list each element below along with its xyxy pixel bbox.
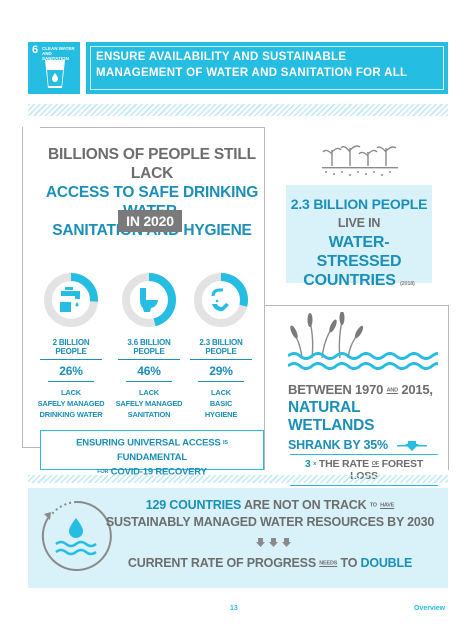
progress-needs-double: CURRENT RATE OF PROGRESS NEEDS TO DOUBLE [127,556,413,570]
handwash-icon [211,288,229,312]
hatch-divider [28,475,448,483]
left-panel-side-line [22,127,23,447]
right-divider-line [264,305,448,306]
water-glass-icon [45,60,65,88]
sdg-number: 6 [32,44,39,56]
header-banner: ENSURE AVAILABILITY AND SUSTAINABLE MANA… [86,42,448,94]
left-connector-line [22,447,40,448]
stat-drinking-water: 2 BILLION PEOPLE 26% LACK SAFELY MANAGED D… [37,338,105,419]
down-arrows-icon [256,538,291,547]
wetland-reeds-icon [288,312,438,370]
covid-access-box: ENSURING UNIVERSAL ACCESS IS FUNDAMENTAL… [40,430,264,477]
stat-hygiene: 2.3 BILLION PEOPLE 29% LACK BASIC HYGIENE [180,338,262,420]
sdg-short-title: CLEAN WATER AND SANITATION [42,46,75,61]
seedlings-icon [322,145,398,176]
hatch-divider [28,104,448,116]
left-panel-title: BILLIONS OF PEOPLE STILL LACK ACCESS TO … [45,146,259,239]
wetlands-text: BETWEEN 1970 AND 2015, NATURAL WETLANDS … [288,382,433,452]
water-stress-box: 2.3 BILLION PEOPLE LIVE IN WATER-STRESSE… [286,185,432,289]
donut-chart [44,273,98,327]
left-panel-top-line [40,127,264,128]
donut-chart [194,273,248,327]
sdg6-badge: 6 CLEAN WATER AND SANITATION [28,42,80,94]
right-side-line [448,305,449,470]
bottom-band [28,488,448,588]
divider-line [264,127,265,470]
countries-not-on-track: 129 COUNTRIES ARE NOT ON TRACK TO HAVE S… [105,498,435,529]
down-arrow-icon [397,440,428,451]
year-badge: IN 2020 [118,210,182,232]
tap-icon [60,287,80,312]
water-cycle-icon [41,500,112,571]
stat-sanitation: 3.6 BILLION PEOPLE 46% LACK SAFELY MANAGE… [115,338,183,419]
page-number: 13 [230,605,238,612]
page-title: ENSURE AVAILABILITY AND SUSTAINABLE MANA… [96,51,408,79]
donut-chart [122,273,176,327]
section-name: Overview [414,605,446,612]
toilet-icon [140,288,158,312]
